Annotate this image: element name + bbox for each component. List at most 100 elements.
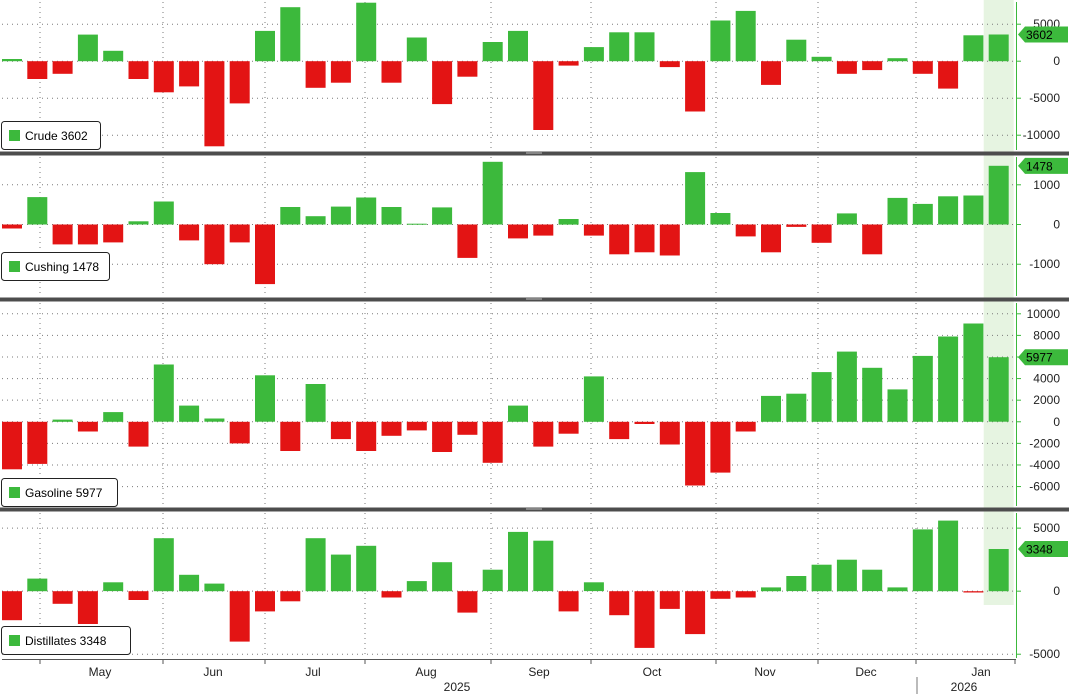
bar-gasoline [27, 421, 48, 464]
bar-distillates [811, 564, 832, 592]
bar-gasoline [862, 367, 883, 422]
bar-gasoline [735, 421, 756, 432]
x-year-label: 2026 [951, 680, 978, 694]
bar-gasoline [153, 364, 174, 422]
bar-gasoline [2, 421, 22, 470]
bar-gasoline [280, 421, 301, 451]
bar-cushing [912, 203, 933, 225]
latest-week-highlight [983, 0, 1014, 605]
y-tick-label: 10000 [1027, 307, 1061, 321]
last-value-badge-text: 1478 [1026, 159, 1053, 173]
bar-cushing [988, 165, 1009, 225]
bar-crude [204, 61, 225, 147]
bar-distillates [153, 538, 174, 592]
bar-distillates [761, 587, 781, 592]
bar-cushing [811, 224, 832, 243]
bar-crude [685, 61, 706, 112]
bar-distillates [938, 520, 959, 592]
bar-distillates [432, 562, 453, 592]
bar-crude [103, 50, 124, 62]
bar-gasoline [179, 405, 200, 422]
bar-gasoline [406, 421, 427, 431]
bar-crude [406, 37, 427, 62]
bar-distillates [229, 591, 250, 642]
bar-crude [229, 61, 250, 104]
bar-crude [52, 61, 73, 74]
last-value-badge-text: 3602 [1026, 28, 1053, 42]
bar-crude [634, 32, 655, 62]
legend-swatch [9, 130, 20, 141]
bar-distillates [659, 591, 680, 609]
y-tick-label: 2000 [1033, 393, 1060, 407]
bar-crude [432, 61, 453, 105]
bar-gasoline [508, 405, 528, 422]
bar-distillates [862, 569, 883, 592]
bar-crude [2, 59, 22, 62]
bar-distillates [27, 578, 48, 592]
bar-gasoline [659, 421, 680, 445]
bar-distillates [482, 569, 503, 592]
bar-gasoline [533, 421, 554, 447]
bar-gasoline [204, 418, 225, 422]
bar-cushing [862, 224, 883, 255]
bar-distillates [988, 549, 1009, 592]
legend-box [1, 252, 110, 281]
y-tick-label: -2000 [1029, 436, 1060, 450]
bar-crude [558, 61, 579, 66]
bar-cushing [153, 201, 174, 225]
bar-distillates [356, 545, 377, 592]
bar-cushing [381, 207, 402, 225]
bar-cushing [305, 216, 326, 225]
bar-crude [912, 61, 933, 74]
bar-cushing [634, 224, 655, 253]
legend-label: Cushing 1478 [25, 260, 99, 274]
y-tick-label: 8000 [1033, 328, 1060, 342]
legend-distillates: Distillates 3348 [1, 626, 131, 655]
bar-distillates [381, 591, 402, 598]
bar-cushing [533, 224, 554, 236]
bar-crude [963, 35, 984, 62]
x-month-label: Aug [415, 665, 436, 679]
last-value-badge-text: 3348 [1026, 542, 1053, 556]
y-tick-label: 0 [1053, 415, 1060, 429]
bar-cushing [229, 224, 250, 243]
bar-gasoline [786, 393, 807, 422]
bar-crude [508, 30, 528, 62]
legend-gasoline: Gasoline 5977 [1, 478, 118, 507]
bar-gasoline [128, 421, 149, 447]
bar-crude [786, 39, 807, 62]
latest-week-band [983, 0, 1014, 605]
bar-crude [710, 20, 731, 62]
bar-cushing [685, 172, 706, 225]
bar-cushing [77, 224, 98, 245]
bar-cushing [583, 224, 604, 236]
bar-distillates [685, 591, 706, 635]
bar-gasoline [457, 421, 478, 435]
bar-gasoline [836, 351, 857, 422]
bar-gasoline [912, 355, 933, 422]
bar-cushing [963, 195, 984, 225]
bar-gasoline [356, 421, 377, 451]
bar-crude [887, 58, 908, 62]
bar-cushing [432, 207, 453, 225]
legend-swatch [9, 487, 20, 498]
y-tick-label: 5000 [1033, 521, 1060, 535]
bar-crude [255, 30, 275, 62]
bar-distillates [52, 591, 73, 604]
bar-distillates [2, 591, 22, 621]
legend-label: Crude 3602 [25, 129, 88, 143]
bar-distillates [836, 559, 857, 592]
bar-distillates [558, 591, 579, 612]
x-month-label: Jan [971, 665, 990, 679]
bar-distillates [583, 582, 604, 592]
bar-cushing [609, 224, 630, 255]
bar-distillates [457, 591, 478, 613]
y-tick-label: 1000 [1033, 178, 1060, 192]
bar-cushing [179, 224, 200, 241]
bar-gasoline [432, 421, 453, 452]
bar-distillates [330, 554, 351, 592]
legend-swatch [9, 635, 20, 646]
y-tick-label: 4000 [1033, 372, 1060, 386]
bar-crude [811, 56, 832, 62]
